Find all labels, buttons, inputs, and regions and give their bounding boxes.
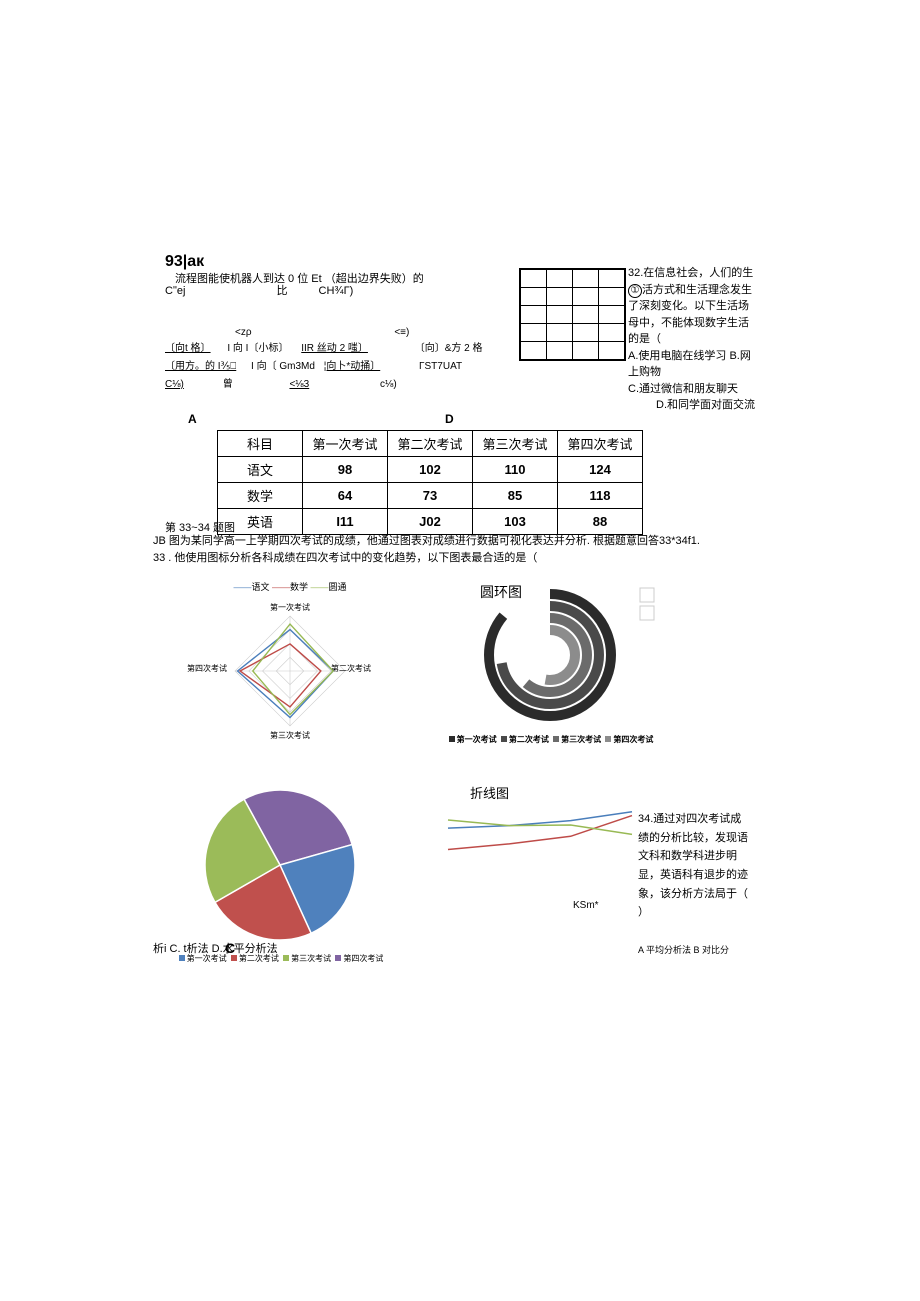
header-code: 93|ак [165, 253, 204, 271]
grid-box [519, 268, 626, 361]
label-d: D [445, 412, 454, 426]
q34-sub: A 平均分析法 B 对比分 [638, 945, 729, 955]
q32-lead: .在信息社会，人们的生 [640, 267, 753, 279]
q32-a: A.使用电脑在线学习 B.网上购物 [628, 350, 751, 379]
flow-r3-a: 〔向t 格〕 [165, 343, 211, 354]
ksm-label: KSm* [573, 900, 599, 911]
radar-legend: ——语文 ——数学 ——圆通 [170, 580, 410, 593]
q32-c: C.通过微信和朋友聊天 [628, 383, 738, 395]
donut-chart: 第一次考试 第二次考试 第三次考试 第四次考试 [430, 580, 670, 750]
table-row: 语文98102110124 [218, 457, 643, 483]
flow-row5: C⅛) 曾 <⅛3 c⅛) [165, 375, 485, 394]
svg-text:第二次考试: 第二次考试 [331, 663, 371, 673]
question-34: 34.通过对四次考试成绩的分析比较，发现语文科和数学科进步明显，英语科有退步的迹… [638, 810, 748, 960]
label-a: A [188, 412, 197, 426]
pie-svg [175, 780, 385, 950]
flow-r2-a: <zρ [235, 327, 252, 338]
flow-row1: Cʺej 比 CH¾Γ) [165, 283, 485, 301]
q32-d: D.和同学面对面交流 [656, 399, 755, 411]
radar-svg: 第一次考试第二次考试第三次考试 第四次考试 [170, 593, 410, 743]
score-table: 科目第一次考试第二次考试第三次考试第四次考试 语文98102110124数学64… [217, 430, 643, 535]
donut-legend: 第一次考试 第二次考试 第三次考试 第四次考试 [430, 734, 670, 745]
q32-circled: ① [628, 284, 642, 298]
mark-c: C [225, 940, 235, 956]
flow-r1-b: 比 [276, 285, 287, 297]
donut-svg [430, 580, 670, 725]
q34-text: 34.通过对四次考试成绩的分析比较，发现语文科和数学科进步明显，英语科有退步的迹… [638, 813, 748, 918]
flow-r1-c: CH¾Γ) [319, 285, 354, 297]
flow-row3: 〔向t 格〕 I 向 I〔小标〕 IIR 丝动 2 嗤〕 〔向〕&方 2 格 [165, 339, 485, 358]
flow-r1-a: Cʺej [165, 285, 185, 297]
score-header: 第二次考试 [388, 431, 473, 457]
score-header: 第四次考试 [558, 431, 643, 457]
score-header: 科目 [218, 431, 303, 457]
flow-r5-d: c⅛) [380, 379, 397, 390]
jb-para: JB 图为某同学高一上学期四次考试的成绩，他通过图表对成绩进行数据可视化表达并分… [153, 535, 700, 547]
flow-r3-d: 〔向〕&方 2 格 [415, 343, 483, 354]
table-row: 数学647385118 [218, 483, 643, 509]
flow-r4-a: 〔用方。的 I⅗⎕ [165, 361, 236, 372]
table-row: 英语I11J0210388 [218, 509, 643, 535]
score-header: 第一次考试 [303, 431, 388, 457]
flow-r5-a: C⅛) [165, 379, 184, 390]
options-bottom: 析i C. t析法 D.水平分析法 [153, 940, 278, 956]
flow-r5-c: <⅛3 [289, 379, 309, 390]
flow-r4-d: ΓST7UAT [419, 361, 462, 372]
line-svg [440, 800, 640, 860]
question-32: 32.在信息社会，人们的生 ①活方式和生活理念发生了深刻变化。以下生活场母中，不… [628, 265, 758, 414]
radar-chart: ——语文 ——数学 ——圆通 第一次考试第二次考试第三次考试 第四次考试 [170, 580, 410, 750]
flow-r5-b: 曾 [223, 379, 233, 390]
svg-text:第四次考试: 第四次考试 [187, 663, 227, 673]
flow-r4-c: ¦向卜*动捅〕 [324, 361, 381, 372]
score-header: 第三次考试 [473, 431, 558, 457]
q32-num: 32 [628, 267, 640, 279]
q33-text: 33 . 他使用图标分析各科成绩在四次考试中的变化趋势，以下图表最合适的是（ [153, 552, 537, 564]
svg-text:第一次考试: 第一次考试 [270, 602, 310, 612]
flow-row4: 〔用方。的 I⅗⎕ I 向〔 Gm3Md ¦向卜*动捅〕 ΓST7UAT [165, 357, 485, 376]
svg-text:第三次考试: 第三次考试 [270, 730, 310, 740]
jb-text: JB 图为某同学高一上学期四次考试的成绩，他通过图表对成绩进行数据可视化表达并分… [153, 533, 753, 566]
line-chart [440, 800, 640, 880]
flow-r2-b: <≡) [394, 327, 409, 338]
flow-r3-c: IIR 丝动 2 嗤〕 [301, 343, 368, 354]
q32-body: 活方式和生活理念发生了深刻变化。以下生活场母中，不能体现数字生活的是（ [628, 284, 752, 346]
flow-r4-b: I 向〔 Gm3Md [251, 361, 315, 372]
flow-r3-b: I 向 I〔小标〕 [227, 343, 288, 354]
